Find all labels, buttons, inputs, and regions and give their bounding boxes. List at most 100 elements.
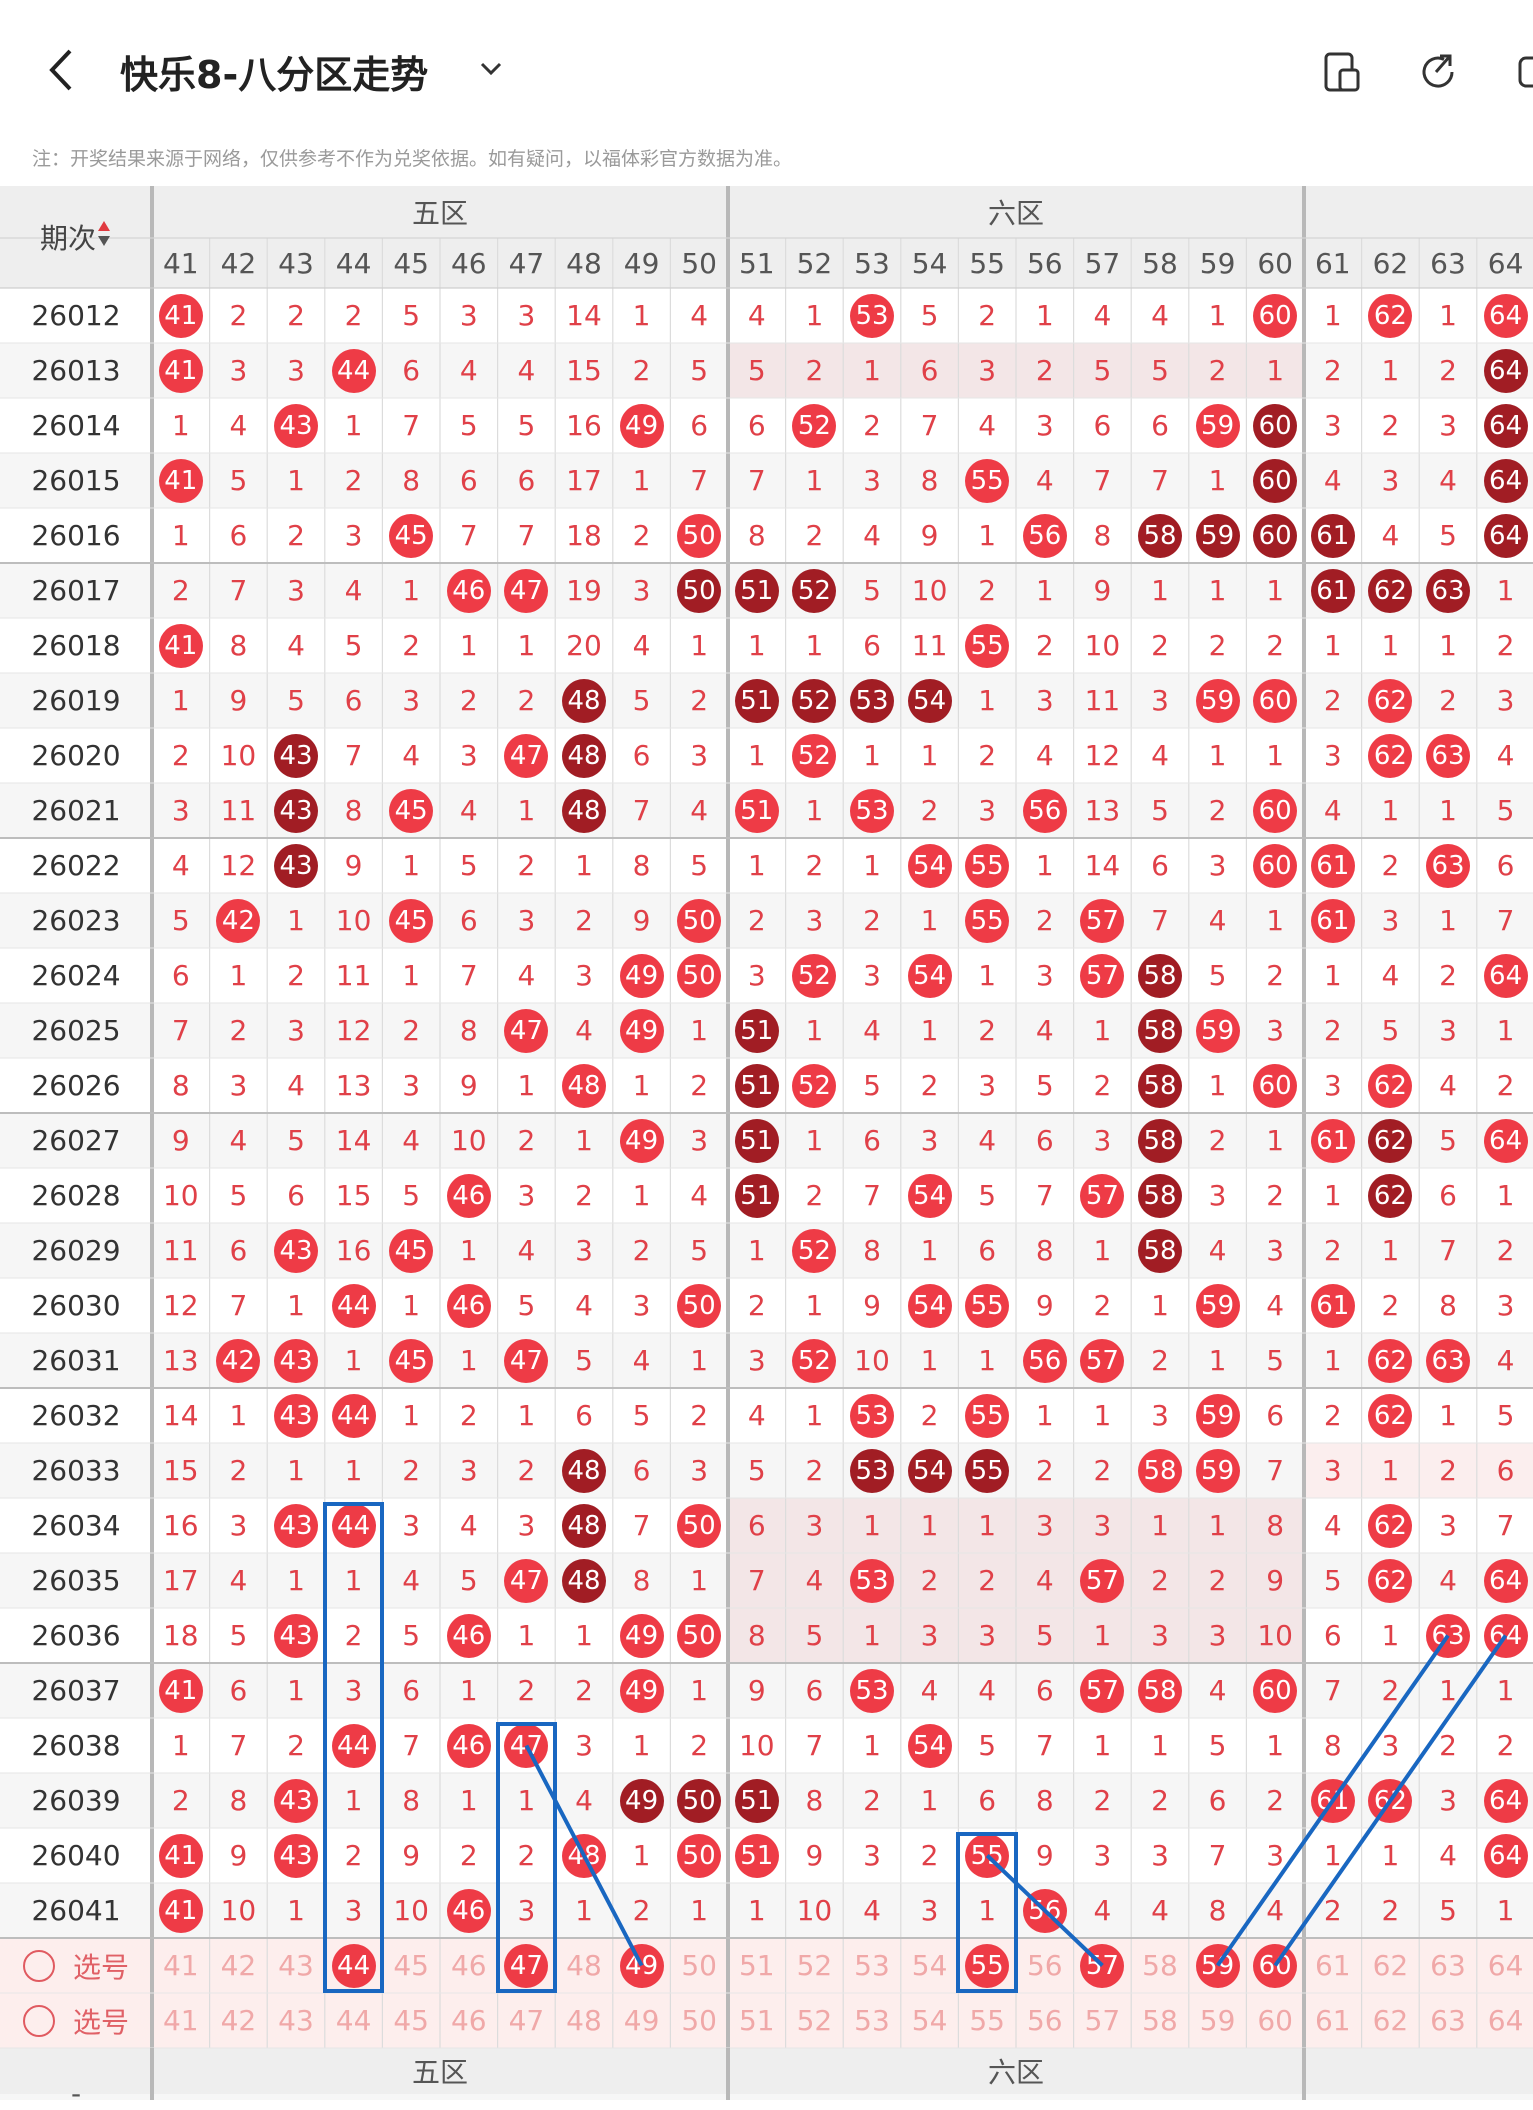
select-number[interactable]: 59	[1199, 2004, 1236, 2037]
select-number[interactable]: 52	[796, 2004, 833, 2037]
table-cell: 51	[728, 563, 786, 618]
select-number[interactable]: 63	[1430, 1949, 1466, 1982]
select-number[interactable]: 44	[325, 1938, 383, 1993]
table-cell: 53	[843, 783, 901, 838]
select-number[interactable]: 54	[911, 2004, 948, 2037]
selected-ball[interactable]: 59	[1195, 1943, 1240, 1988]
select-number[interactable]: 60	[1257, 2004, 1293, 2037]
select-number[interactable]: 41	[162, 2004, 199, 2037]
select-number[interactable]: 42	[220, 2004, 257, 2037]
back-icon[interactable]	[42, 45, 82, 95]
hit-ball: 45	[389, 898, 434, 943]
table-cell: 3	[1035, 1509, 1054, 1542]
table-cell: 41	[152, 453, 210, 508]
select-number[interactable]: 47	[508, 2004, 545, 2037]
select-number[interactable]: 46	[450, 1949, 487, 1982]
select-number[interactable]: 53	[854, 2004, 890, 2037]
select-number[interactable]: 62	[1372, 2004, 1409, 2037]
select-number[interactable]: 48	[566, 2004, 602, 2037]
chevron-down-icon[interactable]	[476, 54, 506, 84]
table-cell: 3	[1323, 1069, 1342, 1102]
select-number[interactable]: 58	[1142, 1949, 1178, 1982]
select-number[interactable]: 50	[681, 2004, 717, 2037]
table-cell: 2	[1439, 1729, 1457, 1762]
select-number[interactable]: 64	[1487, 1949, 1524, 1982]
table-cell: 15	[335, 1179, 372, 1212]
select-number[interactable]: 42	[220, 1949, 257, 1982]
share-icon[interactable]	[1416, 50, 1460, 94]
table-cell: 1	[920, 1509, 939, 1542]
select-row-label[interactable]: 选号	[0, 1938, 152, 1993]
select-number[interactable]: 41	[162, 1949, 199, 1982]
select-number[interactable]: 57	[1084, 2004, 1121, 2037]
select-number[interactable]: 46	[450, 2004, 487, 2037]
selected-ball[interactable]: 57	[1080, 1943, 1125, 1988]
select-number[interactable]: 43	[278, 2004, 314, 2037]
table-cell: 47	[498, 1333, 556, 1388]
select-number[interactable]: 49	[623, 2004, 660, 2037]
table-cell: 58	[1131, 1663, 1189, 1718]
select-number[interactable]: 53	[854, 1949, 890, 1982]
select-number[interactable]: 59	[1189, 1938, 1247, 1993]
table-cell: 13	[335, 1069, 372, 1102]
select-number[interactable]: 45	[393, 2004, 429, 2037]
more-icon[interactable]	[1512, 50, 1533, 94]
hit-ball-repeat: 55	[965, 1448, 1010, 1493]
table-cell: 55	[958, 838, 1016, 893]
table-cell: 55	[958, 1443, 1016, 1498]
select-number[interactable]: 51	[738, 2004, 775, 2037]
select-number[interactable]: 61	[1314, 1949, 1351, 1982]
select-number[interactable]: 61	[1314, 2004, 1351, 2037]
table-cell: 3	[690, 1124, 709, 1157]
select-number[interactable]: 52	[796, 1949, 833, 1982]
table-cell: 5	[632, 1399, 651, 1432]
select-row-label[interactable]: 选号	[0, 1993, 152, 2048]
issue-header[interactable]: 期次	[0, 186, 152, 288]
select-number[interactable]: 60	[1246, 1938, 1304, 1993]
table-cell: 59	[1189, 1388, 1247, 1443]
table-cell: 2	[1151, 1784, 1169, 1817]
table-cell: 3	[229, 1069, 248, 1102]
select-number[interactable]: 63	[1430, 2004, 1466, 2037]
radio-button[interactable]	[22, 2004, 55, 2037]
select-number[interactable]: 56	[1026, 1949, 1063, 1982]
table-cell: 9	[920, 519, 939, 552]
radio-button[interactable]	[22, 1949, 55, 1982]
select-number[interactable]: 55	[969, 2004, 1005, 2037]
table-cell: 2	[1496, 1069, 1515, 1102]
selected-ball[interactable]: 44	[331, 1943, 376, 1988]
select-number[interactable]: 58	[1142, 2004, 1178, 2037]
select-number[interactable]: 48	[566, 1949, 602, 1982]
select-number[interactable]: 43	[278, 1949, 314, 1982]
select-number[interactable]: 54	[911, 1949, 948, 1982]
select-number[interactable]: 57	[1074, 1938, 1132, 1993]
select-number[interactable]: 51	[738, 1949, 775, 1982]
sort-icon[interactable]	[96, 219, 112, 256]
table-cell: 60	[1246, 1663, 1304, 1718]
layout-icon[interactable]	[1320, 50, 1364, 94]
table-cell: 1	[1208, 574, 1227, 607]
table-cell: 4	[1496, 739, 1515, 772]
hit-ball-repeat: 50	[677, 568, 722, 613]
select-number[interactable]: 64	[1487, 2004, 1524, 2037]
table-cell: 54	[901, 1278, 959, 1333]
table-cell: 59	[1189, 508, 1247, 563]
select-number[interactable]: 45	[393, 1949, 429, 1982]
select-number[interactable]: 56	[1026, 2004, 1063, 2037]
table-cell: 3	[1151, 1839, 1169, 1872]
table-cell: 5	[747, 1454, 766, 1487]
select-number[interactable]: 44	[335, 2004, 372, 2037]
table-cell: 62	[1362, 563, 1420, 618]
table-cell: 7	[1439, 1234, 1457, 1267]
select-number[interactable]: 50	[681, 1949, 717, 1982]
hit-ball: 47	[504, 1008, 549, 1053]
hit-ball: 50	[677, 513, 722, 558]
selected-ball[interactable]: 60	[1253, 1943, 1298, 1988]
table-cell: 9	[171, 1124, 190, 1157]
select-number[interactable]: 49	[613, 1938, 671, 1993]
hit-ball: 58	[1137, 1668, 1182, 1713]
table-cell: 3	[1208, 1179, 1227, 1212]
table-cell: 6	[747, 1509, 766, 1542]
selected-ball[interactable]: 49	[619, 1943, 664, 1988]
select-number[interactable]: 62	[1372, 1949, 1409, 1982]
